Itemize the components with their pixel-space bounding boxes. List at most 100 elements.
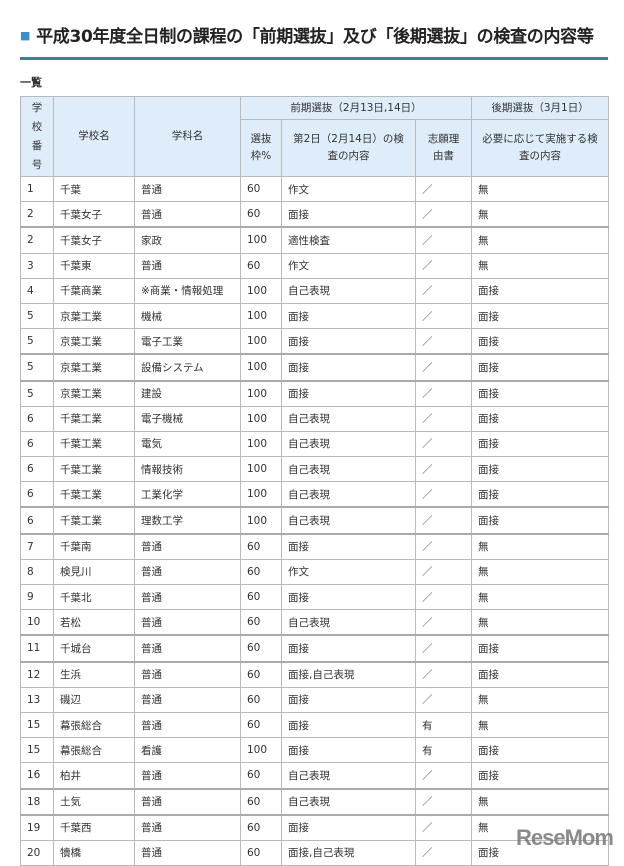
cell-dept: 理数工学 — [134, 506, 241, 535]
bullet-icon: ■ — [20, 29, 31, 42]
cell-late-exam: 面接 — [471, 506, 610, 535]
cell-day2: 面接 — [281, 583, 416, 611]
table-row: 10 若松 普通 60 自己表現／無 — [20, 609, 610, 636]
cell-school: 土気 — [53, 787, 135, 816]
cell-day2: 適性検査 — [281, 226, 416, 254]
cell-day2: 面接 — [281, 302, 416, 330]
cell-late-exam: 面接 — [471, 762, 610, 789]
cell-dept: 普通 — [134, 558, 241, 586]
cell-dept: 機械 — [134, 302, 241, 330]
cell-dept: 情報技術 — [134, 456, 241, 483]
title-divider — [20, 57, 608, 60]
cell-number: 6 — [20, 405, 54, 432]
cell-late-exam: 面接 — [471, 456, 610, 483]
cell-school: 幕張総合 — [53, 737, 135, 764]
table-row: 12 生浜 普通 60 面接,自己表現／面接 — [20, 660, 610, 688]
cell-number: 6 — [20, 430, 54, 458]
cell-late-exam: 面接 — [471, 405, 610, 432]
cell-quota: 60 — [240, 787, 282, 816]
cell-school: 千葉女子 — [53, 226, 135, 254]
cell-quota: 60 — [240, 252, 282, 279]
cell-reason: ／ — [414, 405, 473, 432]
cell-school: 千葉工業 — [53, 456, 135, 483]
cell-reason: ／ — [414, 787, 473, 816]
cell-number: 12 — [20, 660, 54, 688]
cell-quota: 100 — [240, 405, 282, 432]
cell-quota: 60 — [240, 634, 282, 663]
table-row: 8 検見川 普通 60 作文／無 — [20, 558, 610, 586]
table-row: 18 土気 普通 60 自己表現／無 — [20, 787, 610, 816]
cell-day2: 作文 — [281, 175, 416, 203]
cell-day2: 自己表現 — [281, 506, 416, 535]
table-row: 11 千城台 普通 60 面接／面接 — [20, 634, 610, 663]
cell-reason: ／ — [414, 532, 473, 560]
cell-quota: 100 — [240, 328, 282, 355]
cell-reason: ／ — [414, 583, 473, 611]
cell-day2: 面接 — [281, 634, 416, 663]
cell-late-exam: 面接 — [471, 328, 610, 355]
cell-quota: 60 — [240, 532, 282, 560]
header-quota: 選抜枠% — [240, 119, 282, 177]
table-row: 7 千葉南 普通 60 面接／無 — [20, 532, 610, 560]
cell-number: 5 — [20, 328, 54, 355]
cell-quota: 100 — [240, 277, 282, 304]
table-row: 5 京葉工業 機械 100 面接／面接 — [20, 302, 610, 330]
cell-dept: 普通 — [134, 711, 241, 739]
cell-number: 5 — [20, 302, 54, 330]
cell-day2: 自己表現 — [281, 430, 416, 458]
cell-reason: ／ — [414, 456, 473, 483]
cell-reason: ／ — [414, 660, 473, 688]
cell-reason: ／ — [414, 353, 473, 382]
cell-number: 9 — [20, 583, 54, 611]
cell-school: 千葉工業 — [53, 430, 135, 458]
cell-number: 4 — [20, 277, 54, 304]
table-row: 13 磯辺 普通 60 面接／無 — [20, 686, 610, 713]
cell-dept: 普通 — [134, 609, 241, 636]
cell-quota: 100 — [240, 302, 282, 330]
cell-late-exam: 面接 — [471, 302, 610, 330]
header-early: 前期選抜（2月13日,14日） — [239, 96, 473, 120]
cell-reason: ／ — [414, 558, 473, 586]
cell-quota: 100 — [240, 226, 282, 254]
cell-late-exam: 面接 — [471, 430, 610, 458]
cell-late-exam: 無 — [471, 686, 610, 713]
cell-day2: 自己表現 — [281, 456, 416, 483]
cell-late-exam: 無 — [471, 813, 610, 841]
cell-quota: 100 — [240, 481, 282, 508]
cell-day2: 面接 — [281, 328, 416, 355]
cell-reason: ／ — [414, 762, 473, 789]
cell-day2: 自己表現 — [281, 481, 416, 508]
cell-day2: 作文 — [281, 252, 416, 279]
cell-late-exam: 無 — [471, 532, 610, 560]
cell-number: 19 — [20, 813, 54, 841]
cell-school: 千葉工業 — [53, 405, 135, 432]
cell-late-exam: 無 — [471, 201, 610, 228]
cell-reason: ／ — [414, 609, 473, 636]
cell-school: 若松 — [53, 609, 135, 636]
table-row: 6 千葉工業 電気 100 自己表現／面接 — [20, 430, 610, 458]
cell-day2: 作文 — [281, 558, 416, 586]
cell-school: 千葉商業 — [53, 277, 135, 304]
cell-school: 千葉南 — [53, 532, 135, 560]
cell-dept: 普通 — [134, 252, 241, 279]
cell-quota: 60 — [240, 660, 282, 688]
cell-school: 千葉女子 — [53, 201, 135, 228]
cell-school: 京葉工業 — [53, 328, 135, 355]
cell-dept: 普通 — [134, 634, 241, 663]
cell-dept: 普通 — [134, 660, 241, 688]
cell-dept: 電子機械 — [134, 405, 241, 432]
cell-quota: 60 — [240, 201, 282, 228]
cell-quota: 100 — [240, 456, 282, 483]
cell-quota: 100 — [240, 506, 282, 535]
cell-number: 6 — [20, 456, 54, 483]
cell-school: 千城台 — [53, 634, 135, 663]
cell-quota: 60 — [240, 762, 282, 789]
cell-school: 千葉 — [53, 175, 135, 203]
page-title-text: 平成30年度全日制の課程の「前期選抜」及び「後期選抜」の検査の内容等 — [36, 27, 594, 47]
header-late: 後期選抜（3月1日） — [471, 96, 610, 120]
cell-late-exam: 無 — [471, 226, 610, 254]
cell-day2: 面接 — [281, 813, 416, 841]
cell-reason: ／ — [414, 328, 473, 355]
cell-late-exam: 面接 — [471, 634, 610, 663]
cell-school: 京葉工業 — [53, 379, 135, 407]
